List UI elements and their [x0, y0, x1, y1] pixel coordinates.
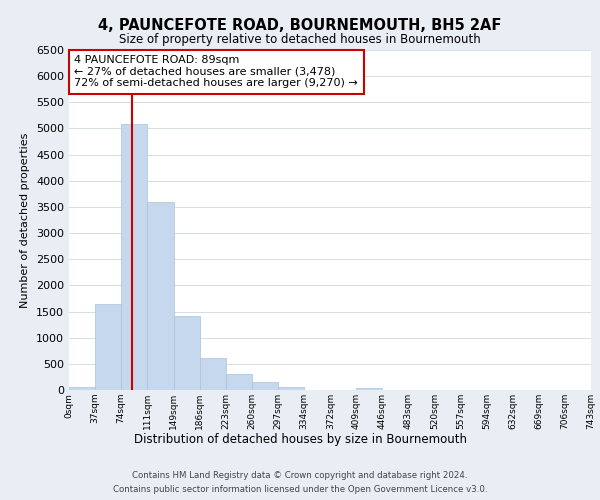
Bar [278, 387, 304, 390]
Text: Contains HM Land Registry data © Crown copyright and database right 2024.: Contains HM Land Registry data © Crown c… [132, 471, 468, 480]
Text: Distribution of detached houses by size in Bournemouth: Distribution of detached houses by size … [133, 432, 467, 446]
Text: Size of property relative to detached houses in Bournemouth: Size of property relative to detached ho… [119, 32, 481, 46]
Bar [251, 382, 278, 390]
Bar [356, 388, 382, 390]
Text: 4 PAUNCEFOTE ROAD: 89sqm
← 27% of detached houses are smaller (3,478)
72% of sem: 4 PAUNCEFOTE ROAD: 89sqm ← 27% of detach… [74, 55, 358, 88]
Y-axis label: Number of detached properties: Number of detached properties [20, 132, 31, 308]
Bar [226, 374, 251, 390]
Text: 4, PAUNCEFOTE ROAD, BOURNEMOUTH, BH5 2AF: 4, PAUNCEFOTE ROAD, BOURNEMOUTH, BH5 2AF [98, 18, 502, 32]
Bar [121, 124, 147, 390]
Bar [69, 388, 95, 390]
Text: Contains public sector information licensed under the Open Government Licence v3: Contains public sector information licen… [113, 485, 487, 494]
Bar [95, 304, 121, 390]
Bar [173, 316, 200, 390]
Bar [147, 202, 173, 390]
Bar [200, 358, 226, 390]
